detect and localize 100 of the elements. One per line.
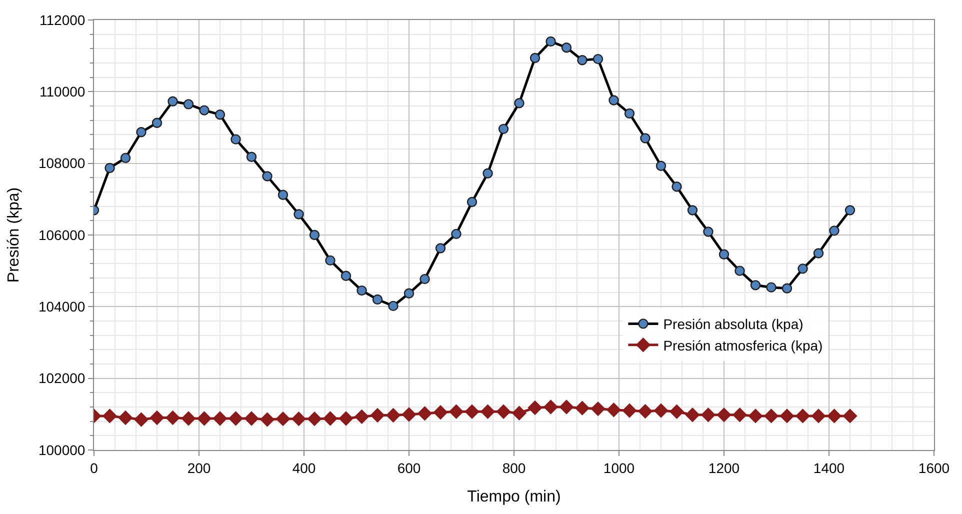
x-tick-label: 1000: [603, 460, 635, 476]
point: [590, 402, 606, 416]
point: [638, 404, 652, 418]
point: [230, 134, 241, 144]
point: [118, 410, 133, 425]
x-tick-label: 600: [397, 460, 421, 476]
point: [672, 182, 682, 192]
point: [404, 288, 414, 299]
point: [575, 400, 590, 416]
point: [685, 408, 700, 422]
point: [496, 404, 511, 419]
point: [528, 400, 542, 415]
point: [120, 152, 131, 164]
point: [262, 171, 272, 182]
point: [134, 412, 148, 427]
point: [703, 226, 714, 237]
point: [278, 190, 288, 200]
point: [150, 410, 164, 425]
point: [544, 400, 558, 414]
y-tick-label: 110000: [40, 84, 86, 100]
point: [656, 160, 666, 171]
y-axis-title: Presión (kpa): [5, 187, 22, 283]
y-tick-label: 104000: [38, 298, 86, 315]
point: [181, 411, 196, 426]
point: [152, 118, 162, 128]
y-tick-label: 112000: [40, 12, 86, 28]
legend-label: Presión absoluta (kpa): [663, 316, 804, 332]
point: [844, 205, 856, 216]
point: [420, 274, 430, 284]
point: [197, 411, 212, 426]
point: [766, 282, 776, 292]
point: [750, 280, 761, 290]
point: [577, 55, 588, 66]
point: [168, 96, 178, 106]
point: [670, 404, 684, 419]
point: [199, 105, 210, 116]
x-tick-label: 0: [90, 460, 98, 476]
point: [418, 406, 432, 421]
point: [372, 294, 383, 305]
x-axis-title: Tiempo (min): [467, 488, 561, 506]
legend-label: Presión atmosferica (kpa): [663, 337, 823, 354]
point: [323, 411, 338, 426]
point: [325, 255, 336, 266]
point: [482, 168, 493, 178]
point: [433, 405, 448, 420]
point: [104, 162, 115, 174]
point: [228, 411, 243, 426]
point: [354, 410, 369, 424]
point: [559, 400, 574, 414]
point: [530, 52, 540, 64]
point: [260, 412, 274, 427]
y-tick-label: 108000: [38, 155, 86, 172]
point: [449, 404, 464, 419]
x-tick-label: 200: [187, 460, 211, 476]
point: [546, 36, 556, 47]
point: [718, 249, 730, 260]
point: [435, 243, 446, 254]
point: [780, 408, 794, 424]
point: [166, 410, 180, 425]
point: [370, 408, 385, 422]
point: [734, 266, 745, 276]
point: [813, 248, 824, 258]
point: [386, 408, 400, 422]
point: [276, 412, 290, 426]
point: [782, 283, 792, 294]
point: [136, 127, 146, 138]
y-tick-label: 106000: [38, 226, 86, 243]
point: [498, 124, 509, 134]
x-tick-label: 1400: [813, 460, 845, 476]
point: [292, 412, 306, 426]
point: [102, 408, 117, 424]
point: [842, 408, 858, 424]
point: [608, 95, 619, 106]
point: [606, 402, 621, 417]
point: [246, 152, 257, 162]
point: [388, 300, 398, 312]
point: [294, 209, 304, 220]
x-tick-label: 400: [292, 460, 316, 476]
point: [338, 411, 354, 426]
x-tick-label: 1600: [918, 460, 950, 476]
point: [480, 404, 495, 419]
point: [764, 408, 778, 424]
point: [451, 228, 462, 240]
point: [466, 196, 478, 208]
y-tick-label: 100000: [38, 442, 86, 458]
y-tick-label: 102000: [38, 370, 86, 386]
point: [811, 408, 826, 424]
point: [796, 408, 810, 424]
x-tick-label: 1200: [708, 460, 740, 476]
point: [512, 406, 526, 420]
point: [716, 408, 732, 422]
point: [356, 285, 367, 296]
point: [624, 108, 635, 119]
x-tick-label: 800: [502, 460, 526, 476]
point: [340, 270, 352, 281]
point: [214, 110, 226, 120]
point: [827, 408, 842, 424]
point: [183, 99, 194, 110]
point: [640, 133, 650, 144]
point: [687, 205, 698, 216]
